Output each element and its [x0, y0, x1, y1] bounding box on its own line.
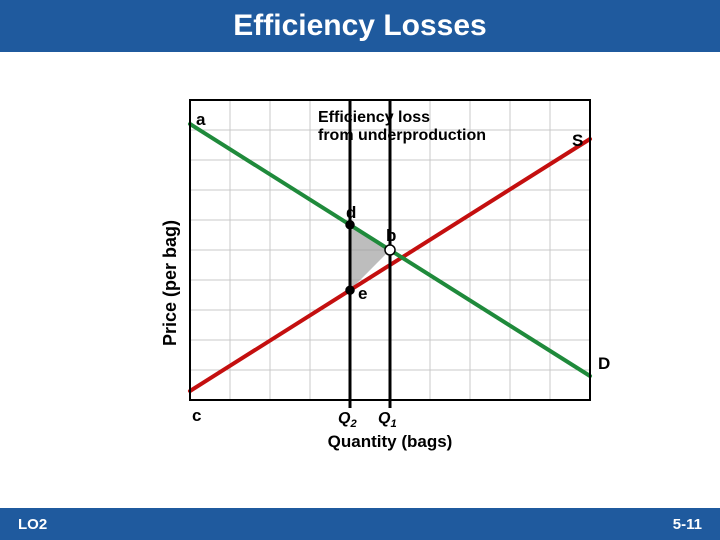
y-axis-label: Price (per bag) — [160, 220, 181, 346]
footer-right: 5-11 — [673, 516, 720, 533]
corner-label-a: a — [196, 110, 205, 130]
point-e — [346, 286, 354, 294]
footer-bar: LO2 5-11 — [0, 508, 720, 540]
x-axis-label: Quantity (bags) — [290, 432, 490, 452]
slide: Efficiency Losses Price (per bag) Quanti… — [0, 0, 720, 540]
demand-label: D — [598, 354, 610, 374]
footer-left: LO2 — [0, 516, 47, 533]
annotation-efficiency-loss: Efficiency loss from underproduction — [318, 109, 486, 146]
point-label-d: d — [346, 203, 356, 223]
annotation-line1: Efficiency loss — [318, 109, 430, 126]
corner-label-c: c — [192, 406, 201, 426]
supply-label: S — [572, 131, 583, 151]
xtick-Q1: Q1 — [378, 410, 397, 430]
point-b — [385, 245, 395, 255]
chart-area: Price (per bag) Quantity (bags) Efficien… — [190, 100, 590, 400]
point-label-e: e — [358, 284, 367, 304]
point-label-b: b — [386, 226, 396, 246]
title-bar: Efficiency Losses — [0, 0, 720, 52]
annotation-line2: from underproduction — [318, 127, 486, 144]
chart-svg — [190, 100, 590, 408]
slide-title: Efficiency Losses — [233, 9, 486, 43]
xtick-Q2: Q2 — [338, 410, 357, 430]
